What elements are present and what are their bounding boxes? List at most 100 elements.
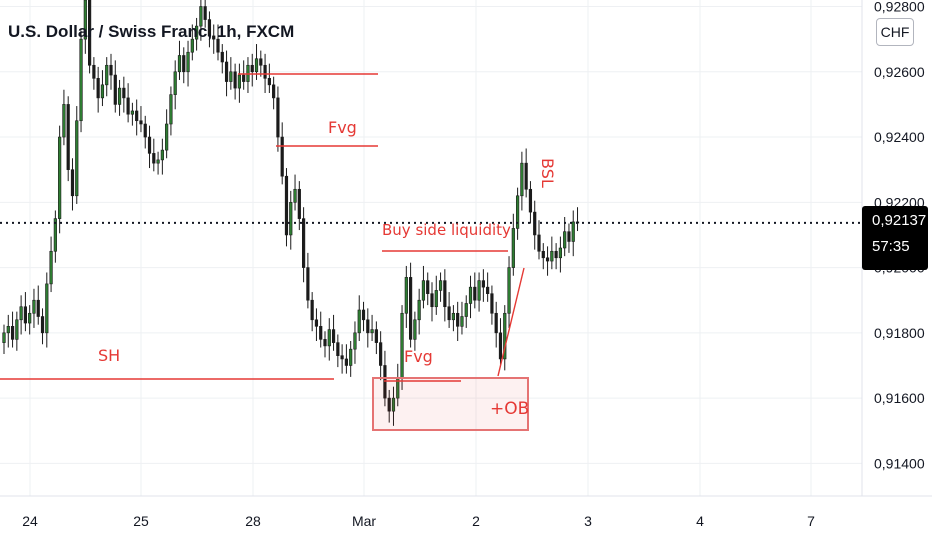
candle-body: [558, 247, 562, 259]
candle-body: [66, 104, 70, 170]
candle-body: [19, 306, 23, 321]
candle-body: [528, 188, 533, 213]
candle-body: [126, 97, 130, 115]
time-tick-label: 2: [472, 513, 480, 529]
candle-body: [58, 136, 62, 219]
candle-body: [331, 329, 336, 343]
candle-body: [353, 332, 357, 350]
candle-body: [340, 355, 344, 360]
fvg-lower-label: Fvg: [404, 347, 433, 366]
candle-body: [434, 290, 438, 308]
candle-body: [507, 267, 511, 314]
price-tick-label: 0,91400: [874, 455, 925, 471]
candle-body: [254, 58, 259, 73]
candle-body: [169, 94, 173, 125]
candle-body: [182, 55, 186, 73]
order-block-label: +OB: [490, 399, 529, 419]
sh-label: SH: [98, 346, 120, 365]
candle-body: [387, 397, 391, 412]
candle-body: [212, 35, 216, 40]
candle-body: [186, 51, 190, 73]
candle-body: [460, 316, 464, 327]
fvg-upper-label: Fvg: [328, 118, 357, 137]
candle-body: [464, 303, 468, 317]
candle-body: [515, 195, 520, 229]
last-price-tag: 0,92137 57:35: [862, 206, 928, 270]
candle-body: [361, 309, 366, 321]
candle-body: [203, 6, 207, 20]
candle-body: [105, 64, 109, 86]
candle-body: [370, 329, 374, 334]
candle-body: [400, 312, 404, 379]
time-tick-label: 3: [584, 513, 592, 529]
candle-body: [135, 110, 139, 122]
candle-body: [32, 299, 36, 314]
candle-body: [413, 319, 417, 340]
candle-body: [160, 149, 164, 161]
candle-body: [524, 162, 528, 190]
time-tick-label: Mar: [352, 513, 376, 529]
candle-body: [92, 64, 96, 79]
candle-body: [6, 326, 10, 334]
candle-body: [456, 312, 460, 327]
candle-body: [550, 250, 554, 262]
candle-body: [284, 175, 289, 236]
time-tick-label: 28: [245, 513, 261, 529]
candle-body: [100, 84, 105, 99]
candle-body: [366, 319, 370, 334]
candle-body: [314, 319, 319, 327]
candle-body: [36, 299, 40, 317]
candle-body: [259, 58, 263, 66]
annotations: SH Fvg Buy side liquidity BSL Fvg +OB: [0, 73, 557, 431]
candle-body: [79, 38, 83, 122]
candle-body: [263, 64, 267, 79]
candle-countdown: 57:35: [872, 238, 910, 255]
candle-body: [481, 280, 485, 288]
currency-badge[interactable]: CHF: [876, 18, 914, 46]
candle-body: [323, 339, 327, 347]
price-tick-label: 0,91600: [874, 390, 925, 406]
candle-body: [490, 293, 494, 314]
candle-body: [297, 188, 301, 219]
candle-body: [417, 299, 421, 321]
candle-body: [250, 64, 254, 73]
price-tick-label: 0,91800: [874, 325, 925, 341]
candle-body: [49, 250, 53, 285]
candle-body: [327, 329, 331, 347]
candle-body: [28, 312, 32, 324]
candle-body: [113, 74, 117, 105]
candle-body: [15, 319, 19, 340]
candle-body: [190, 38, 194, 53]
candle-body: [545, 257, 550, 262]
candle-body: [349, 348, 353, 366]
time-tick-label: 25: [133, 513, 149, 529]
candle-body: [511, 228, 515, 268]
candle-body: [233, 71, 237, 89]
price-tick-label: 0,92400: [874, 129, 925, 145]
candle-body: [2, 332, 6, 343]
candle-body: [229, 71, 233, 82]
candle-body: [177, 55, 182, 73]
candle-body: [272, 84, 276, 99]
candle-body: [53, 218, 57, 252]
candle-body: [224, 61, 229, 82]
candle-body: [443, 280, 447, 308]
candle-body: [541, 250, 545, 259]
price-tick-label: 0,92600: [874, 64, 925, 80]
buy-side-liquidity-label: Buy side liquidity: [382, 221, 511, 239]
price-tick-label: 0,92800: [874, 0, 925, 15]
candle-body: [374, 329, 378, 343]
candle-body: [139, 120, 143, 125]
candle-body: [520, 162, 524, 197]
order-block-box: [372, 377, 529, 431]
candle-body: [199, 6, 203, 27]
price-axis[interactable]: 0,928000,926000,924000,922000,920000,918…: [874, 0, 925, 471]
candle-body: [96, 78, 100, 99]
candle-body: [301, 218, 306, 268]
candle-body: [426, 280, 430, 294]
candle-body: [451, 312, 456, 321]
candle-body: [242, 74, 246, 82]
time-axis[interactable]: 24 25 28 Mar 2 3 4 7: [22, 513, 815, 529]
candle-body: [563, 231, 567, 249]
